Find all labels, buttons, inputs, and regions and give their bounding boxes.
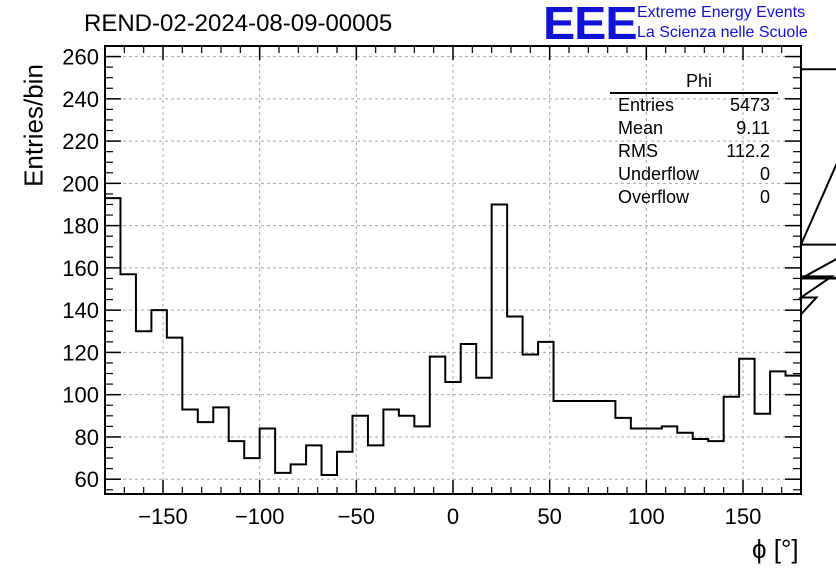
- y-tick-label: 260: [62, 45, 99, 70]
- y-tick-label: 120: [62, 340, 99, 365]
- stats-value: 5473: [729, 95, 770, 115]
- x-tick-label: 100: [628, 504, 665, 529]
- stats-row-rms: RMS 112.2: [610, 140, 778, 163]
- stats-value: 112.2: [726, 141, 770, 161]
- stats-divider: [610, 92, 778, 94]
- stats-box: Phi Entries 5473 Mean 9.11 RMS 112.2 Underflow…: [610, 70, 778, 209]
- plot-title: REND-02-2024-08-09-00005: [84, 10, 393, 37]
- logo-line-1: Extreme Energy Events: [637, 4, 806, 21]
- y-tick-label: 220: [62, 129, 99, 154]
- stats-title: Phi: [685, 71, 712, 91]
- y-tick-label: 140: [62, 298, 99, 323]
- stats-row-mean: Mean 9.11: [610, 117, 778, 140]
- logo-line-2: La Scienza nelle Scuole: [637, 24, 808, 41]
- histogram-outline: [105, 68, 836, 476]
- stats-value: 0: [759, 187, 770, 207]
- eee-logo: EEE: [543, 0, 638, 49]
- stats-rows: Entries 5473 Mean 9.11 RMS 112.2 Underflow 0 Ove…: [610, 94, 778, 209]
- stats-label: Mean: [618, 118, 664, 138]
- y-tick-label: 240: [62, 87, 99, 112]
- stats-value: 9.11: [736, 118, 770, 138]
- stats-value: 0: [759, 164, 770, 184]
- x-tick-label: −50: [338, 504, 375, 529]
- stats-label: RMS: [618, 141, 658, 161]
- x-tick-label: 150: [725, 504, 762, 529]
- x-axis-label: ϕ [°]: [752, 534, 799, 564]
- x-tick-label: −100: [235, 504, 285, 529]
- y-tick-label: 180: [62, 214, 99, 239]
- stats-row-underflow: Underflow 0: [610, 163, 778, 186]
- x-tick-label: 0: [447, 504, 459, 529]
- axis-ticks: [104, 45, 802, 494]
- y-tick-label: 80: [75, 425, 99, 450]
- y-tick-label: 160: [62, 256, 99, 281]
- x-tick-labels: −150 −100 −50 0 50 100 150: [138, 504, 761, 529]
- x-tick-label: 50: [537, 504, 561, 529]
- y-tick-label: 60: [75, 467, 99, 492]
- y-tick-label: 100: [62, 383, 99, 408]
- stats-label: Underflow: [618, 164, 700, 184]
- x-tick-label: −150: [138, 504, 188, 529]
- stats-row-entries: Entries 5473: [610, 94, 778, 117]
- stats-row-overflow: Overflow 0: [610, 186, 778, 209]
- grid-lines: [105, 46, 801, 494]
- stats-label: Entries: [618, 95, 675, 115]
- y-tick-labels: 60 80 100 120 140 160 180 200 220 240 260: [62, 45, 99, 493]
- stats-label: Overflow: [618, 187, 690, 207]
- y-tick-label: 200: [62, 171, 99, 196]
